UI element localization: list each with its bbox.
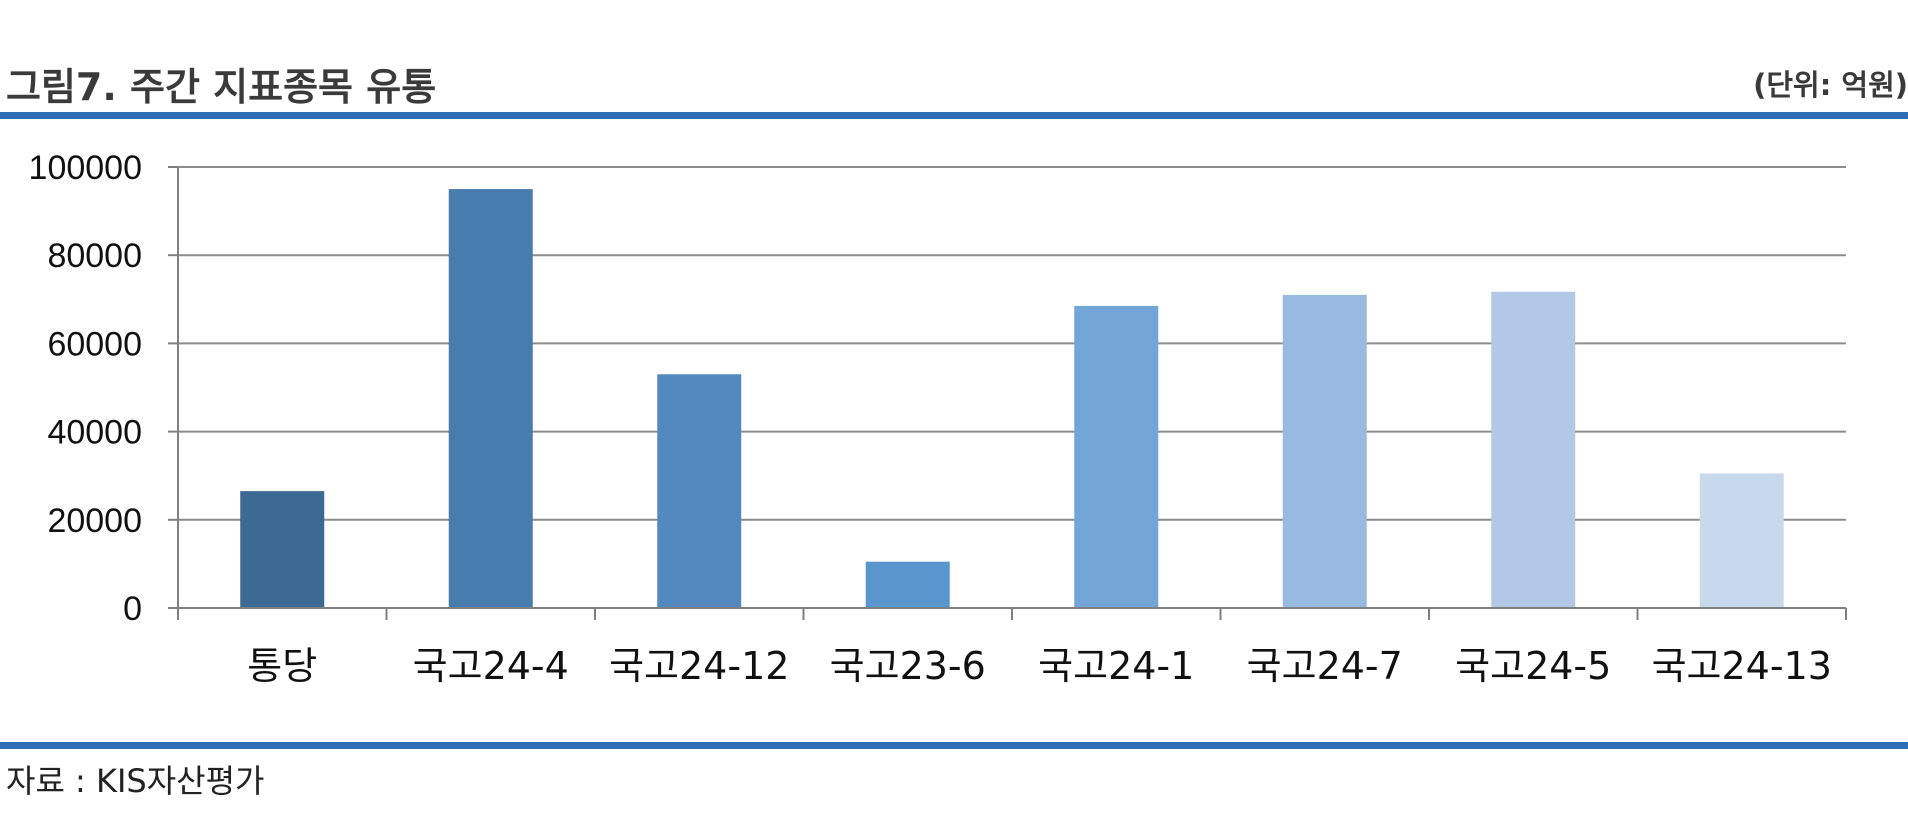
- x-tick-label: 국고24-13: [1652, 644, 1832, 688]
- y-tick-label: 0: [123, 590, 142, 628]
- bar: [1491, 291, 1576, 608]
- bar: [1282, 294, 1367, 608]
- x-tick-label: 국고24-5: [1455, 644, 1611, 688]
- x-axis: [177, 167, 1847, 620]
- y-tick-label: 60000: [47, 325, 142, 363]
- gridlines: [178, 166, 1846, 521]
- bar: [865, 561, 950, 608]
- figure-title: 그림7. 주간 지표종목 유통: [6, 65, 437, 109]
- y-tick-label: 80000: [47, 237, 142, 275]
- chart-header: 그림7. 주간 지표종목 유통 (단위: 억원): [0, 52, 1908, 109]
- bar-chart: 0 20000 40000 60000 80000 100000 통당 국고24-4 국고24…: [29, 149, 1847, 688]
- y-tick-label: 100000: [29, 149, 142, 187]
- x-axis-labels: 통당 국고24-4 국고24-12 국고23-6 국고24-1 국고24-7 국고24-5 국…: [247, 644, 1832, 688]
- bar: [448, 189, 533, 609]
- bottom-rule: [0, 742, 1908, 749]
- y-axis-ticks: 0 20000 40000 60000 80000 100000: [29, 149, 178, 628]
- y-tick-label: 40000: [47, 414, 142, 452]
- y-tick-label: 20000: [47, 502, 142, 540]
- x-tick-label: 국고23-6: [830, 644, 986, 688]
- top-rule: [0, 112, 1908, 119]
- bar: [657, 374, 742, 608]
- source-note: 자료 : KIS자산평가: [6, 762, 265, 800]
- bar: [1699, 473, 1784, 608]
- bar: [240, 491, 325, 608]
- x-tick-label: 국고24-1: [1038, 644, 1194, 688]
- x-tick-label: 국고24-12: [609, 644, 789, 688]
- x-tick-label: 국고24-7: [1247, 644, 1403, 688]
- bars: [240, 189, 1784, 609]
- x-tick-label: 통당: [247, 644, 317, 688]
- unit-label: (단위: 억원): [1753, 68, 1908, 102]
- x-tick-label: 국고24-4: [413, 644, 569, 688]
- bar: [1074, 305, 1159, 608]
